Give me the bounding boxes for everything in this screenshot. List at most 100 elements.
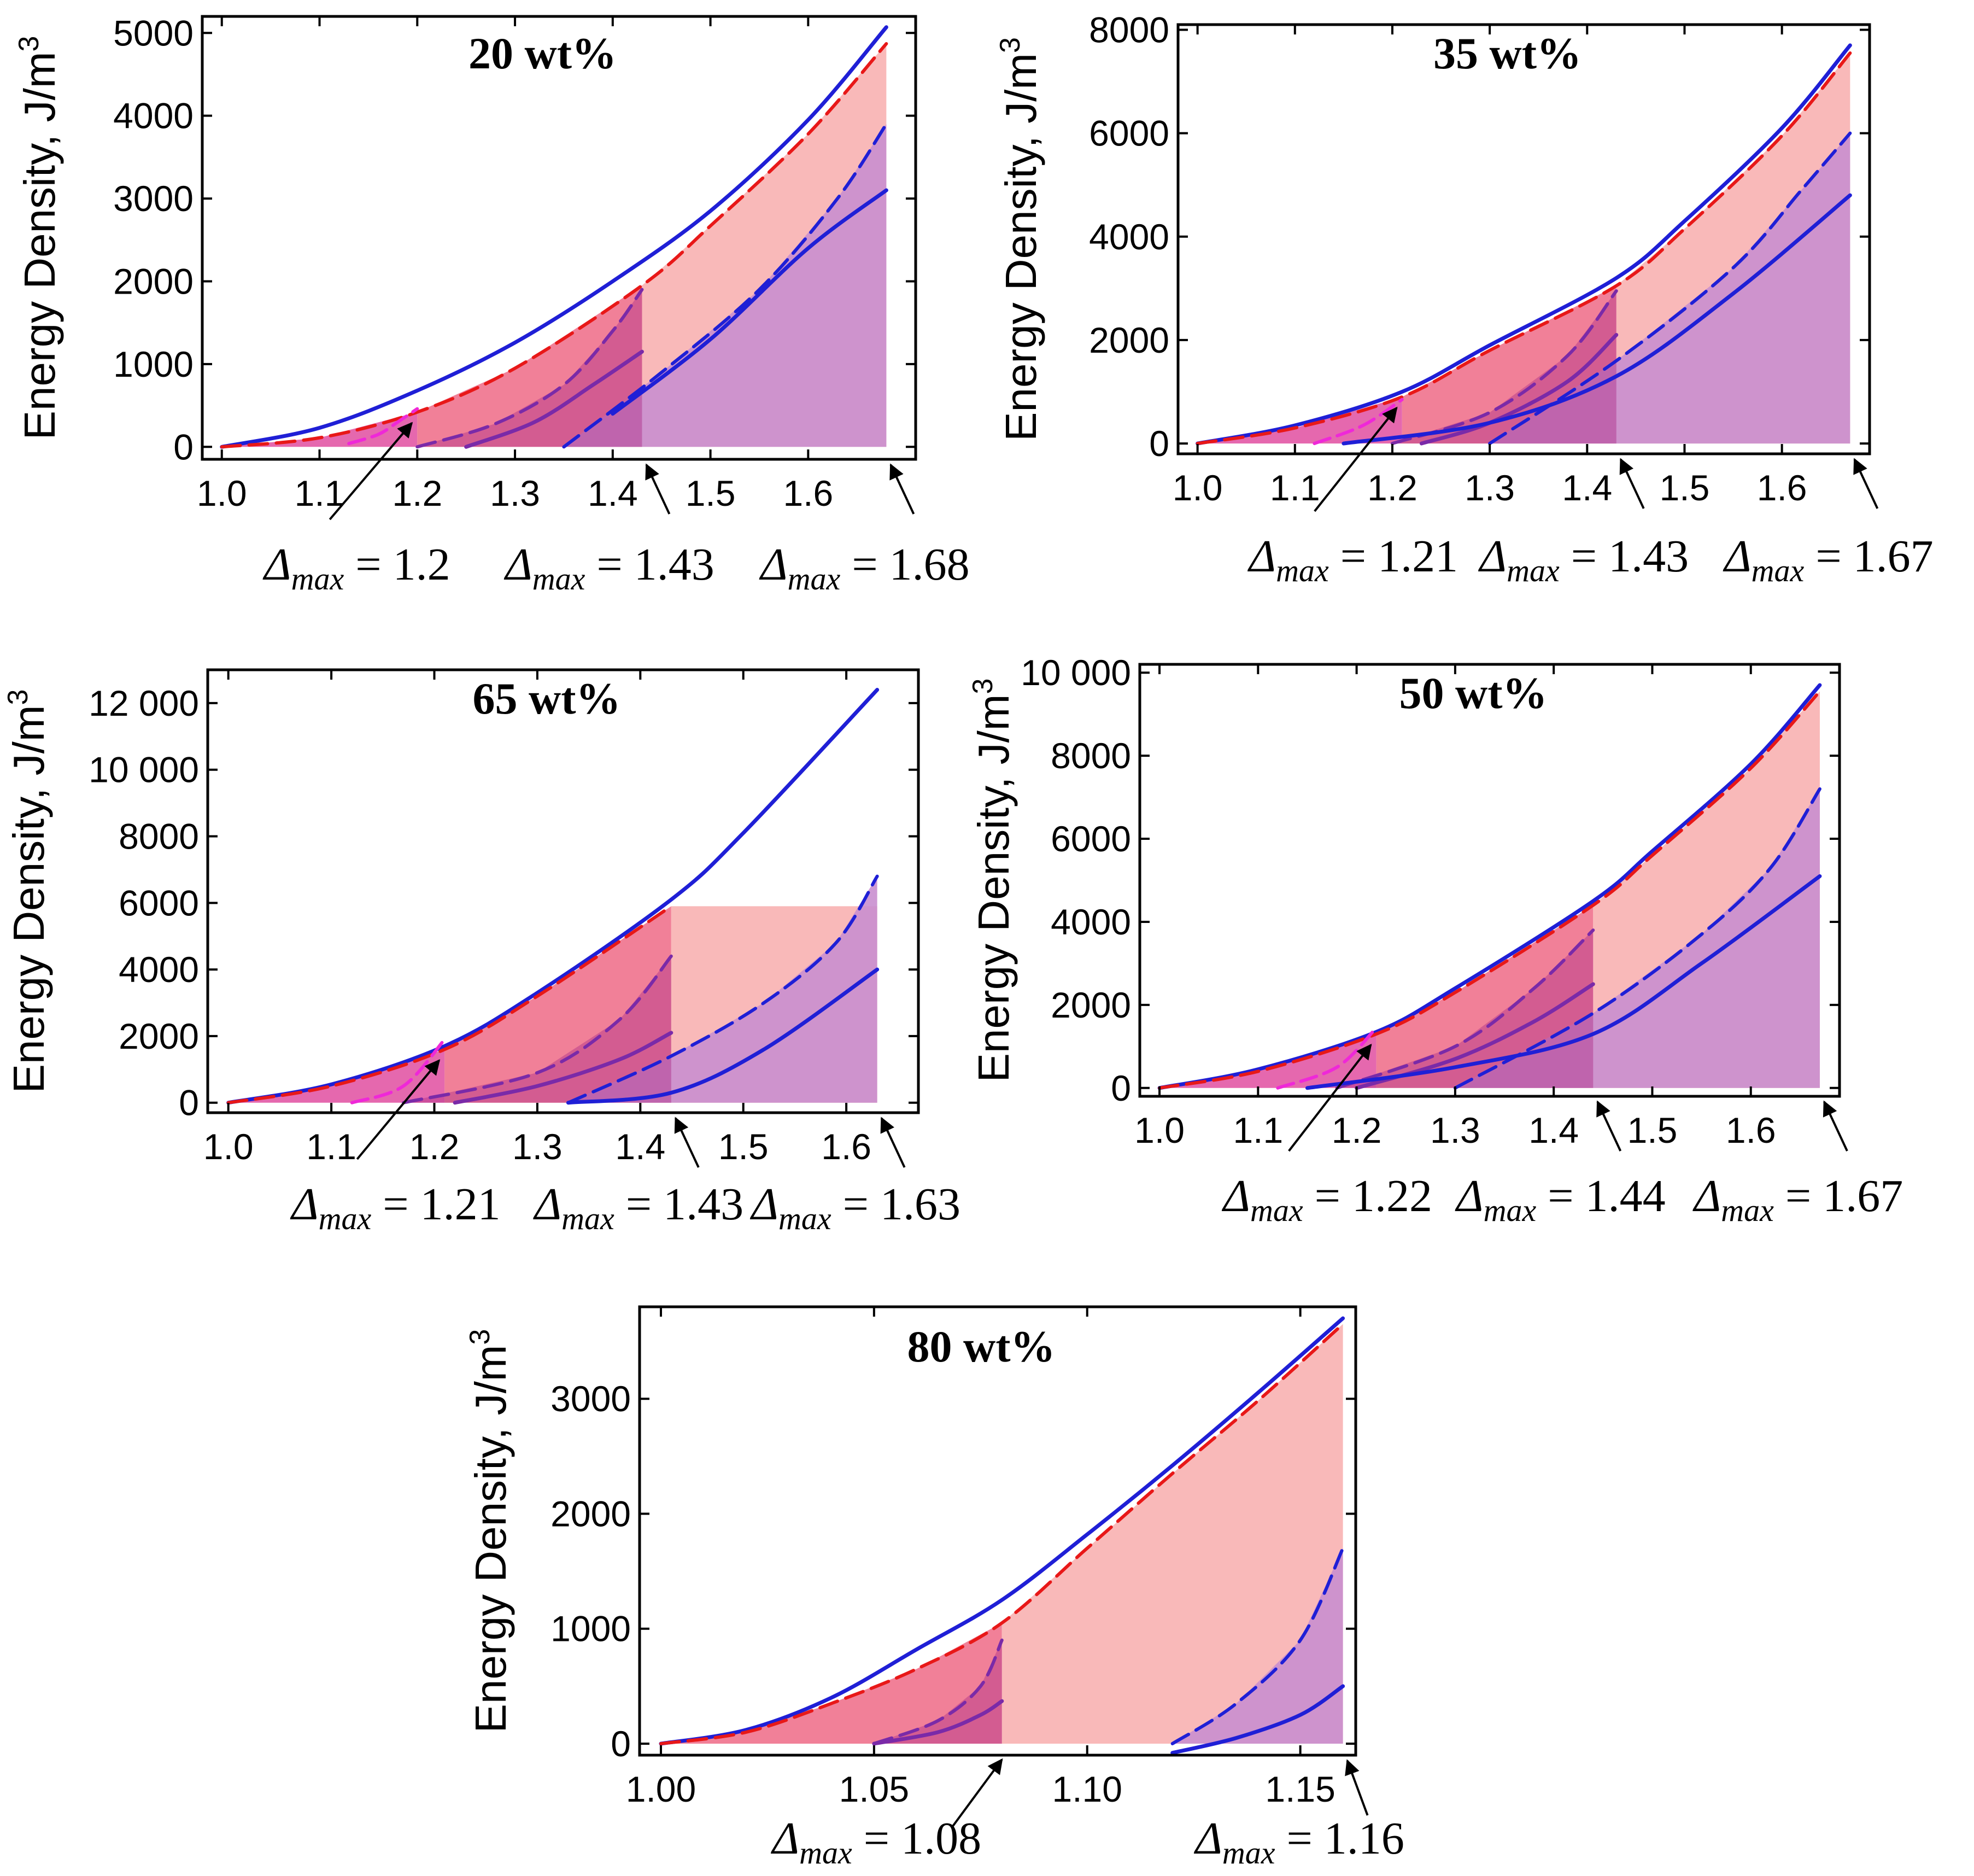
x-tick-label: 1.4 (1562, 467, 1612, 508)
x-tick-label: 1.0 (1134, 1110, 1185, 1150)
x-tick-label: 1.10 (1052, 1769, 1122, 1809)
y-tick-label: 4000 (119, 949, 199, 990)
series-line (226, 688, 880, 1105)
annotation-arrow (1345, 1759, 1369, 1816)
chart-panel-1: 1.0 1.1 1.2 1.3 1.4 1.5 1.6 0 1000 2000 3000 4000 50… (13, 13, 970, 597)
y-tick-label: 10 000 (1021, 652, 1131, 693)
annotation-arrow (1288, 1043, 1372, 1152)
series-line (415, 288, 644, 449)
annotation-arrow (1596, 1100, 1622, 1152)
series-line (611, 188, 888, 416)
plot-area (1196, 43, 1852, 446)
x-tick-label: 1.4 (615, 1126, 665, 1167)
x-tick-label: 1.6 (1726, 1110, 1776, 1150)
annotation-arrow (674, 1117, 700, 1168)
y-tick-label: 2000 (113, 261, 194, 301)
x-tick-label: 1.2 (1332, 1110, 1382, 1150)
delta-max-annotation: Δmax = 1.08 (771, 1813, 981, 1871)
annotation-arrow (1823, 1100, 1848, 1152)
y-tick-label: 2000 (1089, 320, 1169, 360)
y-tick-label: 3000 (113, 178, 194, 219)
chart-title: 20 wt% (468, 28, 617, 78)
shaded-region-mid (1392, 291, 1616, 444)
series-line (1313, 398, 1404, 446)
chart-panel-3: 1.0 1.1 1.2 1.3 1.4 1.5 1.6 0 2000 4000 6000 8000 10… (2, 668, 960, 1236)
plot-frame (206, 668, 920, 1114)
delta-max-annotation: Δmax = 1.44 (1455, 1171, 1665, 1228)
y-tick-label: 2000 (1051, 985, 1131, 1025)
series-line (872, 1638, 1004, 1745)
shaded-region (228, 1049, 445, 1103)
y-tick-label: 4000 (113, 96, 194, 136)
shaded-region (1001, 1324, 1343, 1744)
shaded-region (660, 1623, 1002, 1744)
x-tick-label: 1.0 (203, 1126, 254, 1167)
plot-area (220, 25, 888, 449)
shaded-region-lower (568, 876, 877, 1103)
delta-max-annotation: Δmax = 1.63 (750, 1179, 960, 1236)
delta-max-annotation: Δmax = 1.16 (1194, 1813, 1404, 1871)
x-tick-label: 1.6 (1757, 467, 1807, 508)
series-line (566, 967, 880, 1105)
x-tick-label: 1.3 (1465, 467, 1515, 508)
y-tick-label: 4000 (1051, 902, 1131, 942)
x-tick-label: 1.6 (783, 473, 833, 513)
x-tick-label: 1.5 (718, 1126, 769, 1167)
series-line (1305, 874, 1822, 1090)
series-line (1170, 1684, 1345, 1755)
y-tick-label: 0 (1111, 1068, 1131, 1108)
chart-panel-5: 1.00 1.05 1.10 1.15 0 1000 2000 3000 80 wt% Energ… (464, 1305, 1404, 1871)
y-tick-label: 8000 (1089, 9, 1169, 50)
delta-max-annotation: Δmax = 1.22 (1222, 1171, 1432, 1228)
annotation-arrow (1314, 406, 1398, 512)
shaded-region-mid (417, 289, 642, 447)
delta-max-annotation: Δmax = 1.67 (1692, 1171, 1903, 1228)
y-tick-label: 6000 (1089, 113, 1169, 154)
series-line (350, 1038, 447, 1104)
plot-frame (201, 15, 917, 461)
annotation-arrow (880, 1117, 906, 1168)
x-tick-label: 1.00 (626, 1769, 696, 1809)
annotation-arrow (356, 1059, 441, 1160)
y-tick-label: 1000 (550, 1609, 631, 1649)
series-line (659, 1322, 1345, 1745)
chart-title: 35 wt% (1433, 28, 1581, 78)
chart-title: 80 wt% (907, 1322, 1055, 1371)
shaded-region-mid (874, 1640, 1002, 1744)
series-line (872, 1699, 1004, 1746)
annotation-arrow (889, 463, 915, 515)
series-line (659, 1316, 1345, 1746)
x-tick-label: 1.1 (1270, 467, 1320, 508)
series-line (453, 1031, 673, 1105)
y-tick-label: 8000 (1051, 735, 1131, 776)
delta-max-annotation: Δmax = 1.68 (759, 539, 969, 597)
y-tick-label: 12 000 (89, 683, 199, 723)
x-tick-label: 1.3 (512, 1126, 563, 1167)
x-tick-label: 1.4 (588, 473, 638, 513)
y-tick-label: 5000 (113, 13, 194, 53)
x-tick-label: 1.1 (295, 473, 345, 513)
series-line (1335, 928, 1595, 1090)
delta-max-annotation: Δmax = 1.21 (290, 1179, 500, 1236)
series-line (566, 874, 879, 1104)
y-tick-label: 6000 (1051, 819, 1131, 859)
series-line (1342, 193, 1852, 446)
delta-max-annotation: Δmax = 1.43 (1478, 531, 1689, 588)
plot-frame (1138, 663, 1841, 1098)
series-line (226, 904, 673, 1104)
chart-panel-2: 1.0 1.1 1.2 1.3 1.4 1.5 1.6 0 2000 4000 6000 8000 35… (994, 9, 1934, 588)
delta-max-annotation: Δmax = 1.2 (262, 539, 450, 597)
shaded-region-lower (564, 124, 887, 447)
y-tick-label: 0 (1149, 423, 1169, 464)
x-tick-label: 1.2 (1367, 467, 1417, 508)
series-line (1488, 131, 1852, 446)
plot-area (226, 688, 880, 1105)
series-line (401, 954, 673, 1104)
shaded-region (1159, 1034, 1376, 1088)
y-axis-label: Energy Density, J/m3 (13, 36, 64, 440)
y-tick-label: 8000 (119, 816, 199, 857)
shaded-region (444, 906, 671, 1103)
y-axis-label: Energy Density, J/m3 (994, 37, 1045, 441)
